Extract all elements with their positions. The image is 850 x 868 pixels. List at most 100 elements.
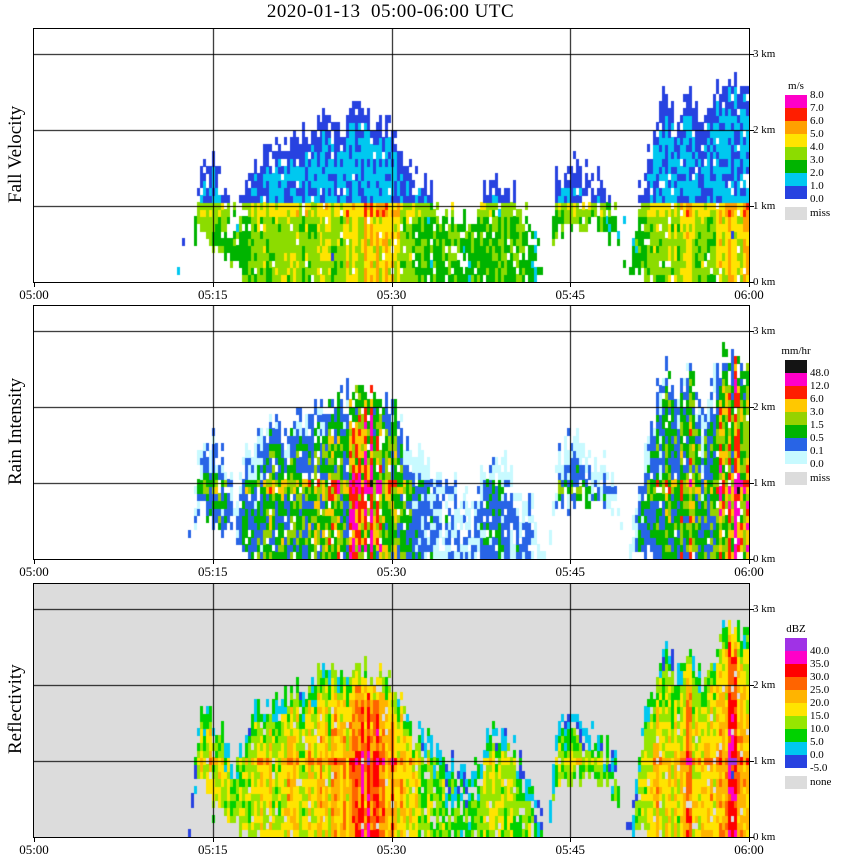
fall-velocity-colorbar-segment (785, 160, 807, 173)
height-tick-label: 0 km (753, 276, 776, 288)
height-tick-mark (750, 54, 754, 56)
x-tick-mark (570, 283, 572, 287)
height-tick-label: 3 km (753, 48, 776, 61)
reflectivity-colorbar-value: 15.0 (810, 710, 830, 722)
rain-intensity-colorbar-segment (785, 412, 807, 425)
rain-intensity-colorbar-value: 6.0 (810, 393, 824, 405)
x-tick-label: 05:15 (197, 564, 228, 579)
height-tick-label: 2 km (753, 679, 776, 692)
reflectivity-colorbar-value: 20.0 (810, 697, 830, 709)
x-tick-label: 05:00 (19, 287, 49, 302)
rain-intensity-colorbar-segment (785, 399, 807, 412)
reflectivity-colorbar-value: 35.0 (810, 658, 830, 670)
reflectivity-colorbar-value: 25.0 (810, 684, 830, 696)
height-tick-mark (750, 761, 754, 763)
reflectivity-colorbar-value: -5.0 (810, 762, 828, 774)
x-tick-mark (749, 838, 750, 842)
heatmap-reflectivity (33, 583, 750, 838)
reflectivity-colorbar-segment (785, 638, 807, 651)
reflectivity-colorbar-segment (785, 664, 807, 677)
height-tick-mark (750, 685, 754, 687)
x-tick-mark (749, 560, 750, 564)
rain-intensity-colorbar-segment (785, 386, 807, 399)
x-tick-mark (391, 283, 393, 287)
reflectivity-colorbar-segment (785, 755, 807, 768)
reflectivity-missing-label: none (810, 776, 832, 788)
x-tick-mark (212, 283, 214, 287)
fall-velocity-colorbar-value: 0.0 (810, 193, 824, 205)
fall-velocity-colorbar-value: 7.0 (810, 102, 824, 114)
x-tick-label: 05:30 (376, 564, 407, 579)
rain-intensity-colorbar-segment (785, 451, 807, 464)
reflectivity-colorbar-value: 5.0 (810, 736, 824, 748)
x-tick-label: 06:00 (734, 842, 764, 857)
rain-intensity-colorbar-segment (785, 438, 807, 451)
x-tick-mark (749, 283, 750, 287)
height-tick-mark (750, 837, 754, 838)
x-tick-label: 05:15 (197, 842, 228, 857)
height-tick-mark (750, 282, 754, 283)
reflectivity-colorbar-value: 10.0 (810, 723, 830, 735)
fall-velocity-colorbar-value: 5.0 (810, 128, 824, 140)
reflectivity-colorbar-segment (785, 677, 807, 690)
rain-intensity-colorbar-value: 12.0 (810, 380, 830, 392)
x-tick-mark (212, 838, 214, 842)
fall-velocity-colorbar-segment (785, 147, 807, 160)
fall-velocity-colorbar-value: 2.0 (810, 167, 824, 179)
rain-intensity-colorbar-value: 1.5 (810, 419, 824, 431)
height-tick-label: 2 km (753, 124, 776, 137)
x-tick-label: 06:00 (734, 564, 764, 579)
rain-intensity-colorbar-value: 0.1 (810, 445, 824, 457)
height-tick-mark (750, 407, 754, 409)
reflectivity-colorbar-segment (785, 716, 807, 729)
height-tick-label: 1 km (753, 477, 776, 490)
x-tick-label: 05:45 (555, 842, 586, 857)
fall-velocity-colorbar-segment (785, 186, 807, 199)
reflectivity-colorbar-segment (785, 742, 807, 755)
height-tick-mark (750, 331, 754, 333)
fall-velocity-colorbar-segment (785, 173, 807, 186)
fall-velocity-colorbar-segment (785, 134, 807, 147)
reflectivity-colorbar-value: 30.0 (810, 671, 830, 683)
fall-velocity-colorbar-segment (785, 121, 807, 134)
reflectivity-colorbar-value: 0.0 (810, 749, 824, 761)
fall-velocity-colorbar-value: 3.0 (810, 154, 824, 166)
x-tick-label: 05:30 (376, 287, 407, 302)
height-tick-label: 1 km (753, 755, 776, 768)
reflectivity-colorbar-value: 40.0 (810, 645, 830, 657)
x-tick-label: 05:45 (555, 564, 586, 579)
rain-intensity-colorbar-segment (785, 425, 807, 438)
fall-velocity-missing-label: miss (810, 207, 831, 219)
reflectivity-colorbar-segment (785, 703, 807, 716)
y-axis-title-fall-velocity: Fall Velocity (5, 105, 26, 204)
rain-intensity-colorbar-value: 48.0 (810, 367, 830, 379)
fall-velocity-colorbar-value: 8.0 (810, 89, 824, 101)
x-tick-label: 05:30 (376, 842, 407, 857)
rain-intensity-colorbar-value: 0.0 (810, 458, 824, 470)
height-tick-label: 0 km (753, 831, 776, 843)
height-tick-label: 3 km (753, 603, 776, 616)
x-tick-mark (570, 838, 572, 842)
y-axis-title-rain-intensity: Rain Intensity (5, 377, 26, 486)
heatmap-rain-intensity (33, 305, 750, 560)
x-tick-mark (34, 283, 35, 287)
reflectivity-unit-label: dBZ (786, 623, 806, 635)
rain-intensity-unit-label: mm/hr (781, 345, 811, 357)
page-title: 2020-01-13 05:00-06:00 UTC (266, 1, 515, 22)
heatmap-fall-velocity (33, 28, 750, 283)
x-tick-mark (34, 560, 35, 564)
reflectivity-colorbar-segment (785, 690, 807, 703)
height-tick-mark (750, 609, 754, 611)
fall-velocity-unit-label: m/s (788, 80, 804, 92)
height-tick-mark (750, 559, 754, 560)
y-axis-title-reflectivity: Reflectivity (5, 664, 26, 755)
x-tick-label: 05:45 (555, 287, 586, 302)
fall-velocity-colorbar-segment (785, 108, 807, 121)
rain-intensity-colorbar-value: 0.5 (810, 432, 824, 444)
rain-intensity-colorbar-segment (785, 373, 807, 386)
fall-velocity-colorbar-value: 4.0 (810, 141, 824, 153)
x-tick-label: 05:15 (197, 287, 228, 302)
rain-intensity-missing-swatch (785, 472, 807, 485)
reflectivity-colorbar-segment (785, 651, 807, 664)
